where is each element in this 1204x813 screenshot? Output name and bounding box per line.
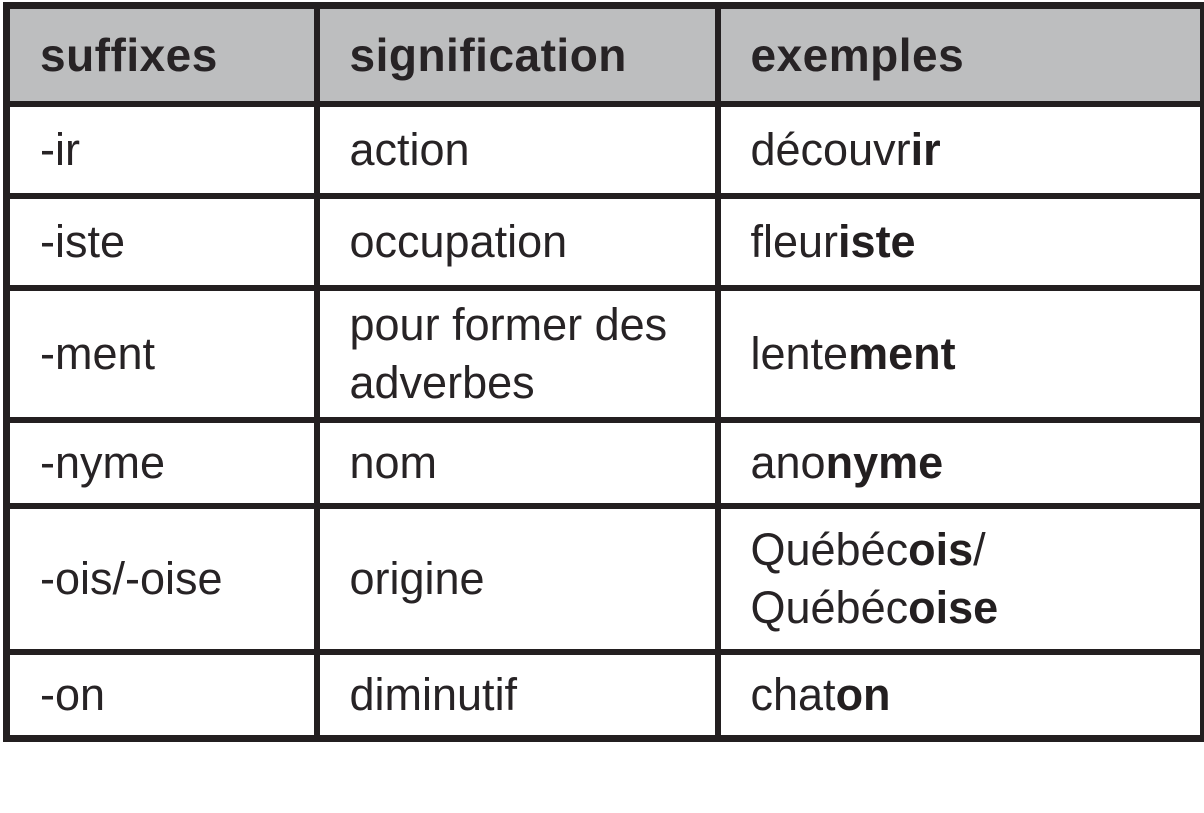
- table-body: -ir action découvrir -iste occupation fl…: [3, 101, 1204, 742]
- example-word: découvrir: [750, 121, 1198, 179]
- suffix-cell: -on: [3, 649, 320, 742]
- table-row: -nyme nom anonyme: [3, 417, 1204, 509]
- example-word: fleuriste: [750, 213, 1198, 271]
- example-cell: découvrir: [714, 101, 1204, 199]
- signification-cell: pour former des adverbes: [313, 285, 721, 423]
- signification-value: diminutif: [349, 669, 518, 721]
- signification-cell: origine: [313, 503, 721, 655]
- example-bold-suffix: iste: [838, 216, 916, 268]
- suffix-value: -on: [40, 669, 106, 721]
- example-word: Québécois/: [750, 521, 1198, 579]
- example-prefix: lente: [750, 328, 849, 380]
- example-prefix: chat: [750, 669, 836, 721]
- example-prefix: Québéc: [750, 524, 909, 576]
- example-prefix: découvr: [750, 124, 911, 176]
- example-cell: lentement: [714, 285, 1204, 423]
- signification-value: origine: [349, 553, 485, 605]
- example-cell: anonyme: [714, 417, 1204, 509]
- signification-cell: occupation: [313, 193, 721, 291]
- table-header: suffixes signification exemples: [3, 2, 1204, 107]
- example-prefix: fleur: [750, 216, 839, 268]
- signification-cell: diminutif: [313, 649, 721, 742]
- example-word: lentement: [750, 325, 1198, 383]
- table-row: -ment pour former des adverbes lentement: [3, 285, 1204, 423]
- example-word: chaton: [750, 666, 1198, 724]
- suffix-cell: -ois/-oise: [3, 503, 320, 655]
- suffix-cell: -ir: [3, 101, 320, 199]
- example-bold-suffix: nyme: [825, 437, 944, 489]
- example-cell: Québécois/ Québécoise: [714, 503, 1204, 655]
- header-row: suffixes signification exemples: [3, 2, 1204, 107]
- french-suffixes-table: suffixes signification exemples -ir acti…: [3, 2, 1204, 742]
- header-cell-exemples: exemples: [714, 2, 1204, 107]
- table-row: -ois/-oise origine Québécois/ Québécoise: [3, 503, 1204, 655]
- signification-value: action: [349, 124, 470, 176]
- suffix-value: -nyme: [40, 437, 166, 489]
- signification-value: pour former des adverbes: [349, 299, 668, 408]
- signification-cell: action: [313, 101, 721, 199]
- table-row: -on diminutif chaton: [3, 649, 1204, 742]
- suffix-value: -iste: [40, 216, 126, 268]
- header-label-suffixes: suffixes: [40, 28, 218, 81]
- signification-value: occupation: [349, 216, 568, 268]
- signification-cell: nom: [313, 417, 721, 509]
- example-bold-suffix: on: [835, 669, 891, 721]
- suffix-cell: -iste: [3, 193, 320, 291]
- example-cell: fleuriste: [714, 193, 1204, 291]
- example-bold-suffix: ir: [910, 124, 941, 176]
- suffix-value: -ment: [40, 328, 156, 380]
- example-bold-suffix: oise: [908, 582, 999, 633]
- example-postfix: /: [973, 524, 986, 576]
- example-bold-suffix: ois: [908, 524, 974, 576]
- example-bold-suffix: ment: [848, 328, 956, 380]
- header-label-signification: signification: [349, 28, 627, 81]
- suffix-value: -ois/-oise: [40, 553, 223, 605]
- example-prefix: ano: [750, 437, 826, 489]
- signification-value: nom: [349, 437, 438, 489]
- header-label-exemples: exemples: [750, 28, 965, 81]
- example-word: Québécoise: [750, 579, 1198, 637]
- header-cell-signification: signification: [313, 2, 721, 107]
- example-cell: chaton: [714, 649, 1204, 742]
- header-cell-suffixes: suffixes: [3, 2, 320, 107]
- suffix-value: -ir: [40, 124, 80, 176]
- suffix-cell: -nyme: [3, 417, 320, 509]
- example-word: anonyme: [750, 434, 1198, 492]
- table-row: -iste occupation fleuriste: [3, 193, 1204, 291]
- table-row: -ir action découvrir: [3, 101, 1204, 199]
- example-prefix: Québéc: [750, 582, 909, 633]
- suffix-cell: -ment: [3, 285, 320, 423]
